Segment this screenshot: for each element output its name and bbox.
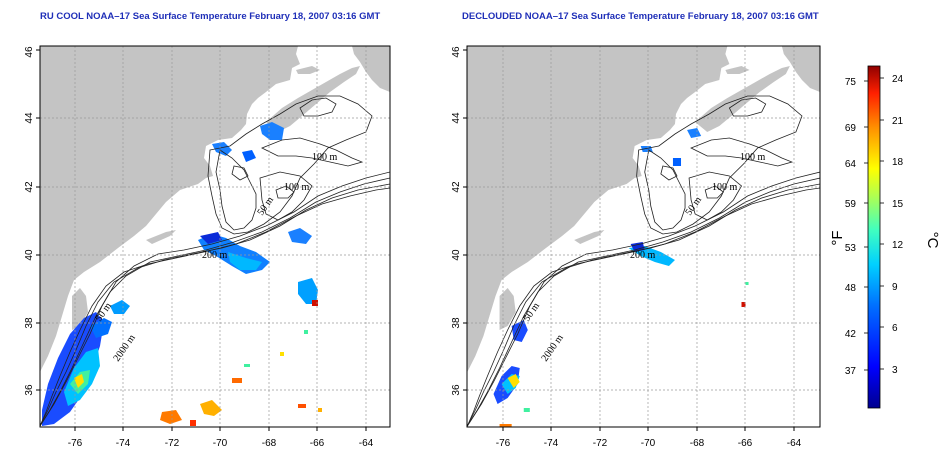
celsius-label: °C	[924, 232, 941, 249]
longitude-tick-label: -68	[690, 438, 705, 449]
latitude-tick-label: 42	[451, 181, 462, 193]
latitude-tick-label: 40	[451, 249, 462, 261]
contour-label: 100 m	[284, 182, 310, 193]
right-latitude-ticks: 36 38 40 42 44 46	[451, 46, 467, 396]
fahrenheit-label: °F	[829, 230, 846, 245]
celsius-tick: 24	[892, 74, 904, 85]
left-map-title: RU COOL NOAA–17 Sea Surface Temperature …	[40, 11, 381, 22]
contour-label: 100 m	[312, 152, 338, 163]
fahrenheit-tick: 69	[845, 123, 857, 134]
longitude-tick-label: -76	[68, 438, 83, 449]
latitude-tick-label: 46	[24, 46, 35, 58]
celsius-tick: 6	[892, 323, 898, 334]
latitude-tick-label: 44	[451, 112, 462, 124]
right-map-title: DECLOUDED NOAA–17 Sea Surface Temperatur…	[462, 11, 819, 22]
longitude-tick-label: -74	[544, 438, 559, 449]
fahrenheit-tick: 59	[845, 199, 857, 210]
left-latitude-ticks: 36 38 40 42 44 46	[24, 46, 40, 396]
contour-label: 200 m	[202, 250, 228, 261]
longitude-tick-label: -72	[165, 438, 180, 449]
longitude-tick-label: -76	[496, 438, 511, 449]
fahrenheit-tick: 64	[845, 159, 857, 170]
latitude-tick-label: 42	[24, 181, 35, 193]
fahrenheit-tick: 53	[845, 243, 857, 254]
left-grid	[40, 46, 390, 427]
left-longitude-ticks: -76 -74 -72 -70 -68 -66 -64	[68, 427, 374, 449]
latitude-tick-label: 38	[24, 317, 35, 329]
fahrenheit-tick: 37	[845, 366, 857, 377]
contour-label: 100 m	[712, 182, 738, 193]
fahrenheit-tick: 75	[845, 77, 857, 88]
celsius-tick: 18	[892, 157, 904, 168]
longitude-tick-label: -74	[116, 438, 131, 449]
right-longitude-ticks: -76 -74 -72 -70 -68 -66 -64	[496, 427, 802, 449]
right-grid	[467, 46, 820, 427]
longitude-tick-label: -66	[738, 438, 753, 449]
fahrenheit-tick: 42	[845, 329, 857, 340]
longitude-tick-label: -70	[641, 438, 656, 449]
longitude-tick-label: -64	[787, 438, 802, 449]
latitude-tick-label: 36	[451, 384, 462, 396]
longitude-tick-label: -64	[359, 438, 374, 449]
contour-label: 200 m	[630, 250, 656, 261]
longitude-tick-label: -66	[310, 438, 325, 449]
right-map-frame	[466, 45, 821, 428]
right-sst-observations	[493, 128, 749, 427]
celsius-tick: 15	[892, 199, 904, 210]
latitude-tick-label: 46	[451, 46, 462, 58]
latitude-tick-label: 40	[24, 249, 35, 261]
celsius-tick: 9	[892, 282, 898, 293]
right-map-panel: 100 m 100 m 50 m 200 m 50 m 2000 m -76 -…	[451, 45, 821, 449]
celsius-tick: 21	[892, 116, 904, 127]
left-map-frame	[39, 45, 391, 428]
longitude-tick-label: -68	[262, 438, 277, 449]
left-map-panel: 100 m 100 m 50 m 200 m 50 m 2000 m -76 -…	[24, 45, 391, 449]
latitude-tick-label: 44	[24, 112, 35, 124]
fahrenheit-tick: 48	[845, 283, 857, 294]
temperature-colorbar: 75 69 64 59 53 48 42 37 24 21 18 15 12 9…	[829, 65, 941, 409]
latitude-tick-label: 36	[24, 384, 35, 396]
contour-label: 100 m	[740, 152, 766, 163]
longitude-tick-label: -70	[213, 438, 228, 449]
latitude-tick-label: 38	[451, 317, 462, 329]
colorbar-gradient	[867, 65, 881, 409]
longitude-tick-label: -72	[593, 438, 608, 449]
celsius-tick: 3	[892, 365, 898, 376]
celsius-tick: 12	[892, 240, 904, 251]
